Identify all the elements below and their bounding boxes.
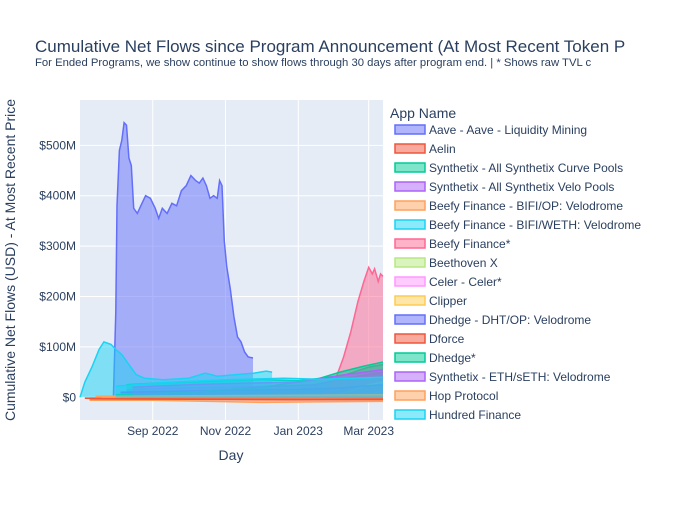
x-tick-label: Jan 2023 [274, 424, 324, 438]
legend-item[interactable]: Beefy Finance - BIFI/OP: Velodrome [394, 199, 623, 213]
legend-swatch [394, 390, 426, 401]
legend-swatch [394, 162, 426, 173]
legend-item[interactable]: Aave - Aave - Liquidity Mining [394, 123, 587, 137]
y-tick-label: $300M [39, 239, 76, 253]
legend-title: App Name [390, 105, 456, 121]
legend-item[interactable]: Dhedge* [394, 351, 476, 365]
x-axis-title: Day [219, 447, 244, 463]
chart-subtitle: For Ended Programs, we show continue to … [35, 57, 591, 69]
legend-label: Aelin [429, 142, 456, 156]
y-tick-label: $200M [39, 290, 76, 304]
chart-title: Cumulative Net Flows since Program Annou… [35, 37, 625, 56]
legend-swatch [394, 181, 426, 192]
legend-label: Dhedge* [429, 351, 476, 365]
legend-label: Beethoven X [429, 256, 498, 270]
legend-item[interactable]: Beefy Finance - BIFI/WETH: Velodrome [394, 218, 641, 232]
legend-swatch [394, 257, 426, 268]
legend-swatch [394, 200, 426, 211]
series-line-5 [79, 340, 273, 398]
legend-swatch [394, 371, 426, 382]
y-tick-label: $100M [39, 340, 76, 354]
legend-item[interactable]: Dhedge - DHT/OP: Velodrome [394, 313, 591, 327]
legend[interactable]: Aave - Aave - Liquidity Mining Aelin Synth… [394, 123, 641, 422]
legend-label: Celer - Celer* [429, 275, 502, 289]
legend-swatch [394, 333, 426, 344]
series-layer [79, 121, 384, 404]
legend-swatch [394, 276, 426, 287]
legend-swatch [394, 143, 426, 154]
legend-item[interactable]: Aelin [394, 142, 456, 156]
legend-swatch [394, 295, 426, 306]
y-tick-label: $400M [39, 189, 76, 203]
legend-item[interactable]: Synthetix - All Synthetix Curve Pools [394, 161, 623, 175]
legend-swatch [394, 314, 426, 325]
x-tick-label: Nov 2022 [200, 424, 252, 438]
series-line-15 [115, 376, 384, 387]
y-axis-title: Cumulative Net Flows (USD) - At Most Rec… [2, 99, 18, 421]
legend-swatch [394, 219, 426, 230]
legend-item[interactable]: Celer - Celer* [394, 275, 502, 289]
legend-item[interactable]: Dforce [394, 332, 465, 346]
legend-item[interactable]: Beefy Finance* [394, 237, 511, 251]
legend-item[interactable]: Hundred Finance [394, 408, 521, 422]
legend-item[interactable]: Synthetix - ETH/sETH: Velodrome [394, 370, 611, 384]
legend-item[interactable]: Clipper [394, 294, 467, 308]
legend-label: Beefy Finance - BIFI/OP: Velodrome [429, 199, 623, 213]
legend-label: Dforce [429, 332, 465, 346]
legend-label: Clipper [429, 294, 467, 308]
legend-label: Synthetix - All Synthetix Curve Pools [429, 161, 623, 175]
legend-swatch [394, 352, 426, 363]
series-line-0 [112, 121, 254, 398]
legend-label: Synthetix - ETH/sETH: Velodrome [429, 370, 611, 384]
legend-item[interactable]: Beethoven X [394, 256, 498, 270]
legend-item[interactable]: Synthetix - All Synthetix Velo Pools [394, 180, 614, 194]
series-area-0 [113, 122, 254, 398]
legend-label: Hop Protocol [429, 389, 498, 403]
legend-label: Beefy Finance* [429, 237, 511, 251]
legend-swatch [394, 409, 426, 420]
x-tick-label: Sep 2022 [127, 424, 179, 438]
legend-label: Dhedge - DHT/OP: Velodrome [429, 313, 591, 327]
legend-label: Aave - Aave - Liquidity Mining [429, 123, 587, 137]
series-line-11 [89, 398, 384, 401]
series-line-4 [89, 399, 384, 404]
legend-item[interactable]: Hop Protocol [394, 389, 498, 403]
legend-swatch [394, 124, 426, 135]
legend-swatch [394, 238, 426, 249]
legend-label: Beefy Finance - BIFI/WETH: Velodrome [429, 218, 641, 232]
y-tick-label: $0 [63, 390, 77, 404]
y-tick-label: $500M [39, 138, 76, 152]
x-tick-label: Mar 2023 [343, 424, 394, 438]
legend-label: Hundred Finance [429, 408, 521, 422]
legend-label: Synthetix - All Synthetix Velo Pools [429, 180, 614, 194]
series-area-6 [315, 267, 383, 398]
axis-layer: Sep 2022 Nov 2022 Jan 2023 Mar 2023 $0 $100M $… [39, 138, 394, 438]
